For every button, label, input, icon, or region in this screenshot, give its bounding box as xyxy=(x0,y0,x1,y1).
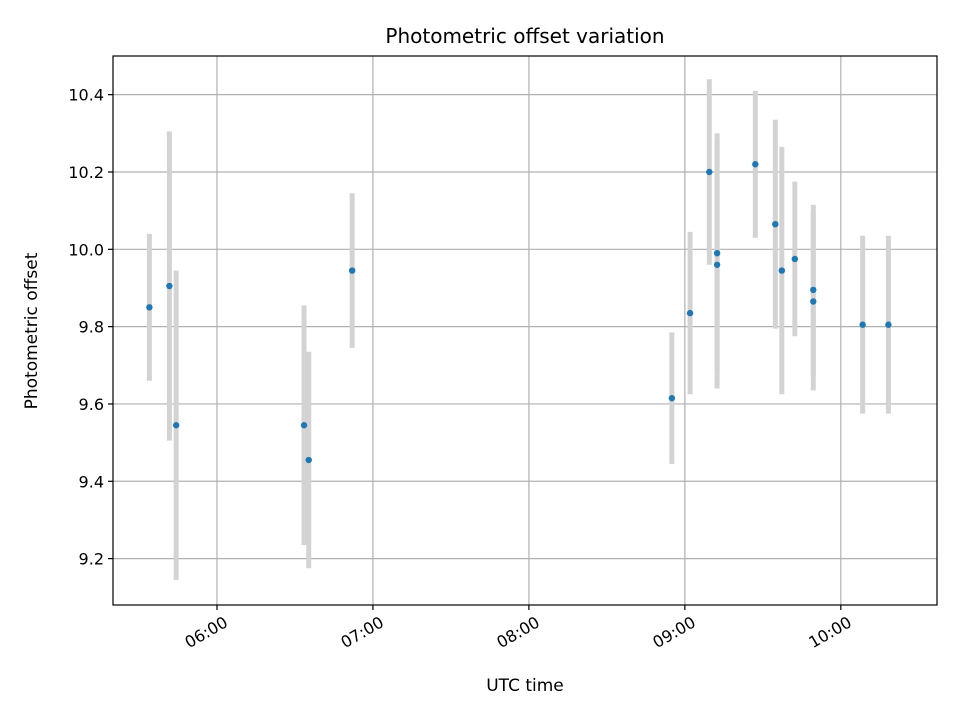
data-point xyxy=(166,282,173,290)
data-point xyxy=(348,267,356,274)
y-tick-label: 10.2 xyxy=(68,163,104,182)
data-point xyxy=(859,321,866,328)
plot-frame xyxy=(112,55,938,606)
grid xyxy=(113,56,937,605)
y-tick-label: 10.4 xyxy=(68,86,104,105)
data-point xyxy=(810,286,817,294)
data-point xyxy=(172,422,180,429)
data-point xyxy=(668,394,676,402)
data-point xyxy=(146,304,153,311)
x-axis-label: UTC time xyxy=(486,676,564,696)
data-point xyxy=(300,422,308,429)
data-point xyxy=(305,456,312,464)
y-tick-label: 10.0 xyxy=(68,240,104,259)
y-tick-label: 9.4 xyxy=(79,472,104,491)
data-point xyxy=(713,261,721,268)
data-point xyxy=(810,298,817,305)
data-point xyxy=(752,161,759,168)
y-axis-label: Photometric offset xyxy=(22,252,42,409)
data-point xyxy=(791,255,799,263)
data-points xyxy=(146,161,892,464)
data-point xyxy=(706,168,713,176)
y-tick-label: 9.2 xyxy=(79,550,104,569)
y-tick-label: 9.8 xyxy=(79,318,104,337)
chart-title: Photometric offset variation xyxy=(385,24,664,48)
y-axis-ticks: 9.2 9.4 9.6 9.8 10.0 10.2 10.4 xyxy=(68,86,113,569)
data-point xyxy=(885,321,892,328)
data-point xyxy=(772,220,779,228)
data-point xyxy=(686,309,694,317)
data-point xyxy=(713,249,721,257)
data-point xyxy=(778,267,786,274)
y-tick-label: 9.6 xyxy=(79,395,104,414)
